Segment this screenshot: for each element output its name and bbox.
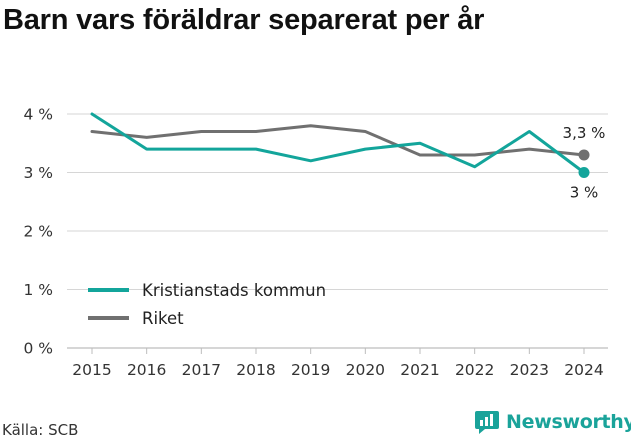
series-line-0 bbox=[90, 112, 586, 174]
series-lines bbox=[90, 112, 586, 174]
legend-label: Riket bbox=[142, 309, 184, 328]
newsworthy-logo-icon bbox=[475, 411, 499, 434]
gridlines bbox=[67, 113, 608, 349]
x-tick-label: 2018 bbox=[236, 361, 275, 379]
x-tick-label: 2015 bbox=[72, 361, 111, 379]
end-value-label: 3,3 % bbox=[563, 124, 606, 142]
x-tick-label: 2019 bbox=[291, 361, 330, 379]
y-tick-label: 0 % bbox=[23, 340, 53, 358]
x-tick-label: 2017 bbox=[182, 361, 221, 379]
x-tick-label: 2020 bbox=[346, 361, 385, 379]
x-tick-label: 2021 bbox=[400, 361, 439, 379]
x-axis-ticks: 2015 2016 2017 2018 2019 2020 2021 2022 2023 2024 bbox=[72, 348, 604, 379]
x-tick-label: 2024 bbox=[564, 361, 603, 379]
y-tick-label: 2 % bbox=[23, 223, 53, 241]
legend: Kristianstads kommun Riket bbox=[88, 281, 326, 328]
end-value-label: 3 % bbox=[570, 184, 599, 202]
brand-name: Newsworthy bbox=[506, 411, 631, 433]
y-tick-label: 3 % bbox=[23, 164, 53, 182]
x-tick-label: 2022 bbox=[455, 361, 494, 379]
chart-title: Barn vars föräldrar separerat per år bbox=[3, 4, 485, 36]
y-axis-ticks: 0 % 1 % 2 % 3 % 4 % bbox=[23, 106, 53, 358]
brand: Newsworthy bbox=[474, 409, 631, 435]
x-tick-label: 2016 bbox=[127, 361, 166, 379]
source-note: Källa: SCB bbox=[2, 421, 79, 439]
series-endpoints: 3 % 3,3 % bbox=[563, 124, 606, 202]
legend-label: Kristianstads kommun bbox=[142, 281, 326, 300]
y-tick-label: 4 % bbox=[23, 106, 53, 124]
series-endpoint-dot bbox=[578, 149, 590, 161]
x-tick-label: 2023 bbox=[510, 361, 549, 379]
series-endpoint-dot bbox=[578, 167, 590, 178]
series-line-1 bbox=[90, 124, 586, 157]
y-tick-label: 1 % bbox=[23, 281, 53, 299]
